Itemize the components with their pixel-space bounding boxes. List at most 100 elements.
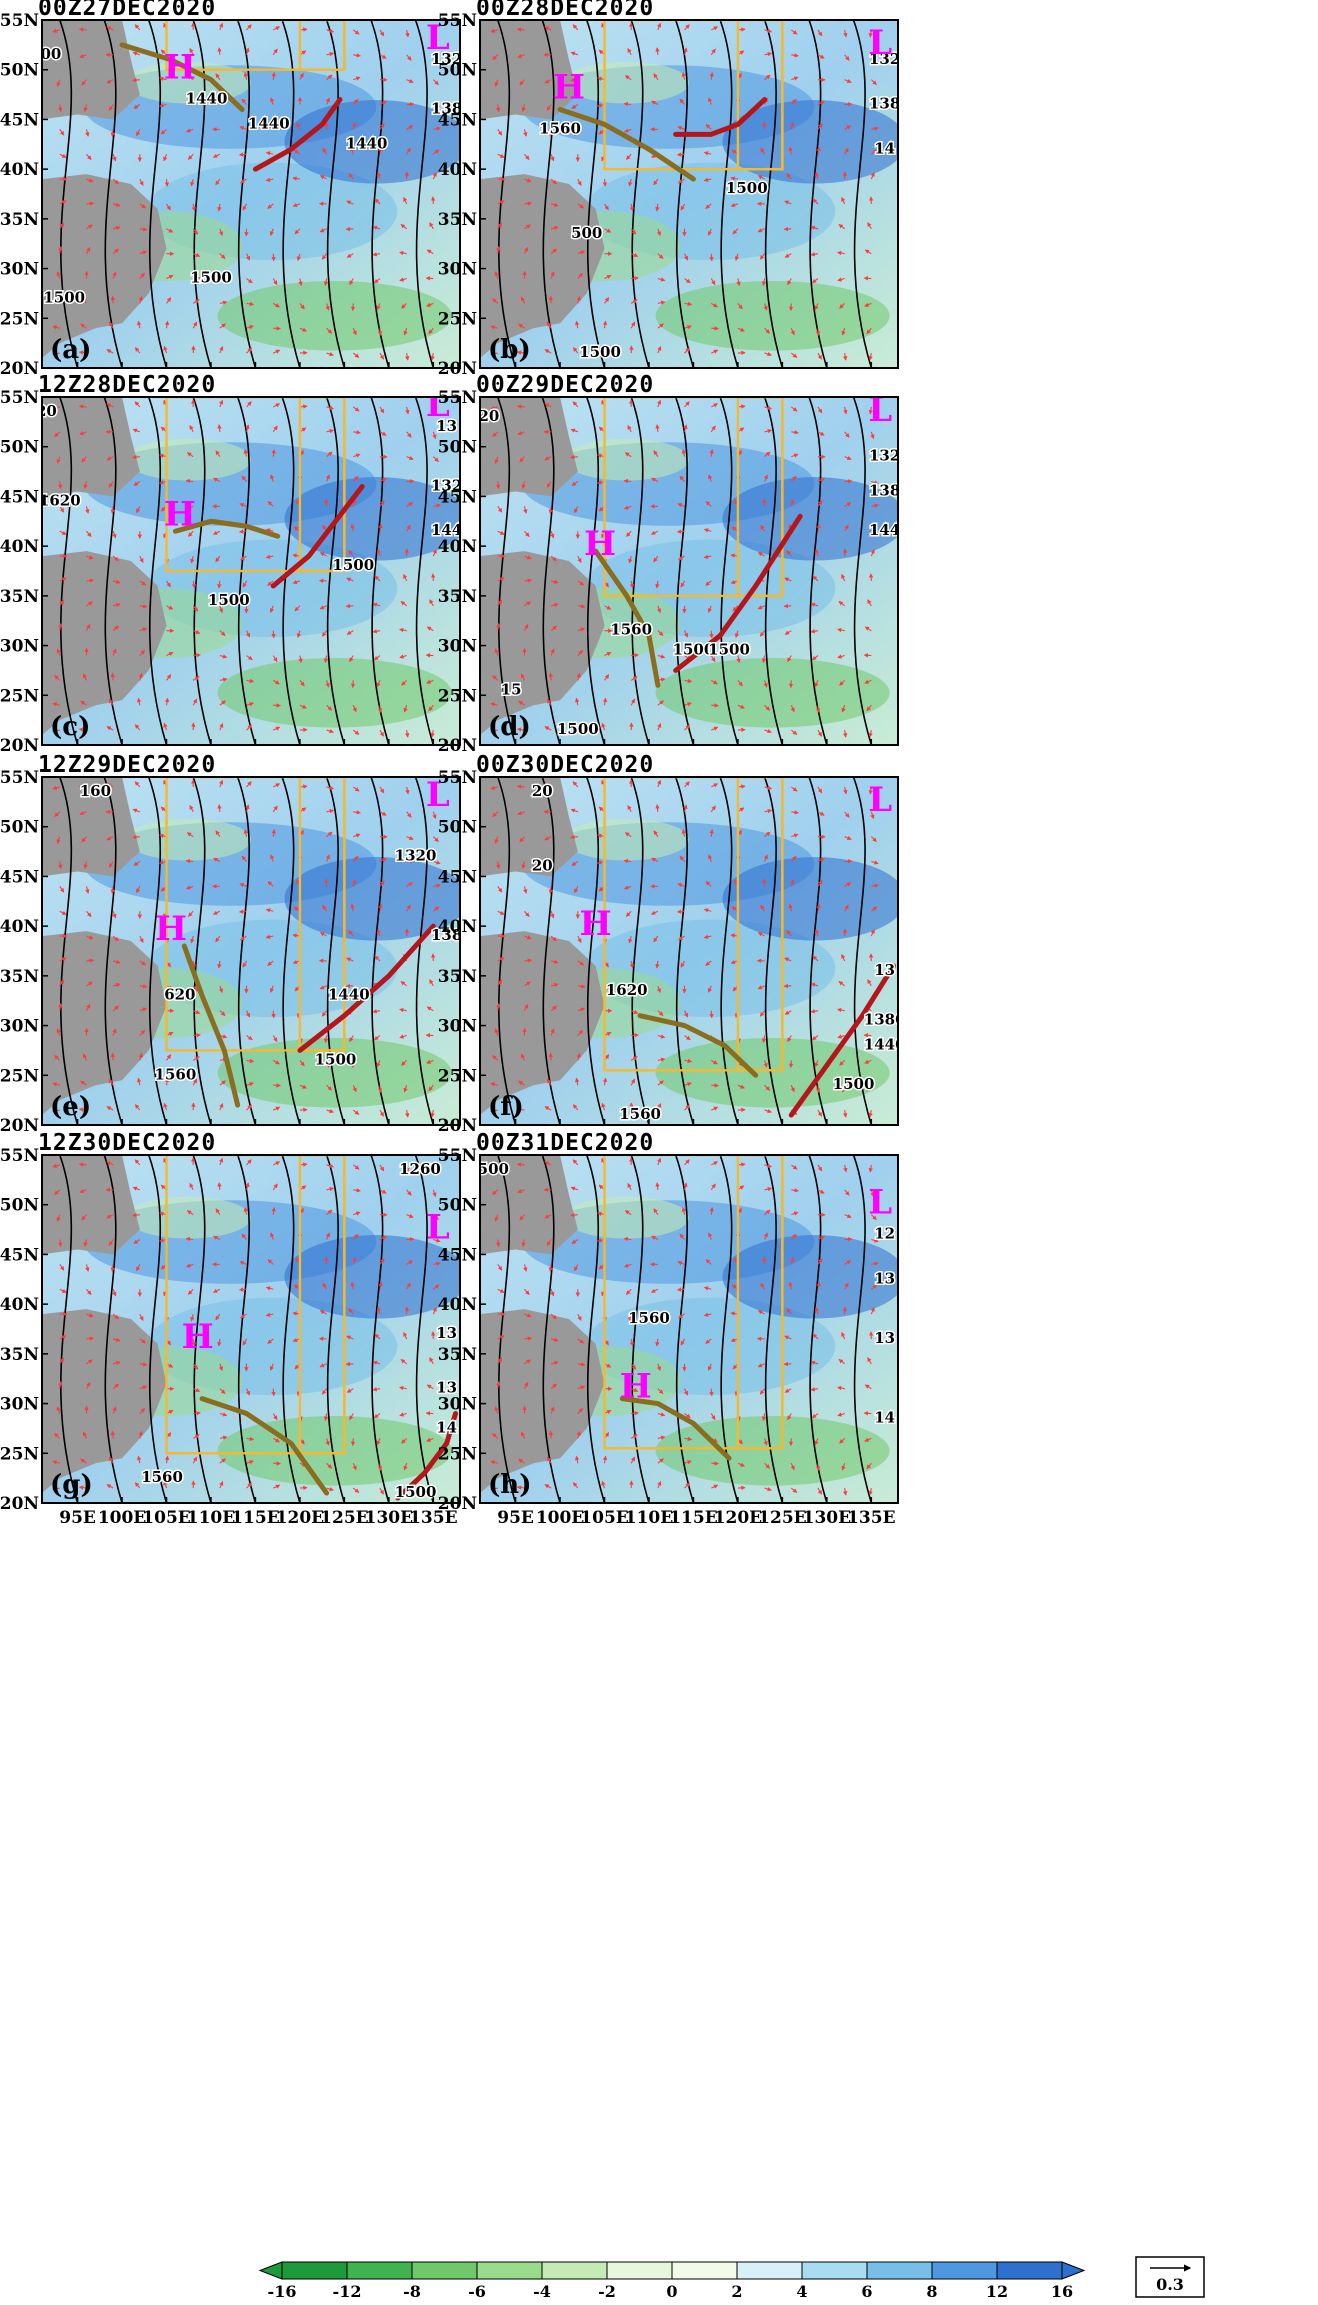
wind-vector	[497, 599, 503, 607]
wind-vector	[79, 430, 87, 436]
wind-vector	[577, 178, 582, 186]
y-tick-label: 40N	[438, 1295, 477, 1315]
wind-vector	[217, 47, 222, 55]
wind-vector	[352, 328, 357, 336]
contour-line	[370, 20, 390, 368]
contour-label: 1500	[43, 288, 85, 306]
wind-vector	[406, 147, 411, 155]
contour-line	[370, 397, 390, 745]
contour-label: 1500	[315, 1050, 357, 1068]
y-tick-label: 35N	[438, 967, 477, 987]
wind-vector	[321, 253, 328, 260]
map-area: 1620 1560 1500 1380 1440 13 20 20 H L (f)	[480, 777, 898, 1125]
wind-vector	[710, 403, 719, 408]
wind-vector	[784, 577, 792, 582]
wind-vector	[625, 153, 632, 160]
wind-vector	[52, 728, 60, 733]
wind-vector	[764, 51, 773, 57]
wind-vector	[684, 347, 690, 354]
wind-vector	[219, 399, 224, 408]
wind-vector	[628, 178, 633, 187]
colorbar-tick-label: -8	[403, 2282, 421, 2301]
wind-vector	[843, 352, 848, 361]
wind-vector	[428, 704, 434, 712]
wind-vector	[627, 47, 632, 56]
wind-vector	[349, 278, 354, 286]
wind-vector	[106, 403, 114, 408]
y-tick-label: 20N	[438, 736, 477, 756]
wind-vector	[238, 909, 247, 914]
wind-vector	[80, 323, 87, 329]
wind-vector	[432, 54, 437, 63]
wind-vector	[790, 121, 795, 130]
wind-vector	[604, 274, 612, 280]
contour-line	[852, 397, 873, 745]
wind-vector	[319, 552, 327, 557]
wind-vector	[550, 555, 557, 562]
wind-vector	[272, 48, 278, 56]
wind-vector	[213, 477, 221, 482]
wind-vector	[372, 602, 381, 607]
wind-vector	[684, 278, 691, 284]
y-tick-label: 25N	[0, 1444, 39, 1464]
shading-blob	[284, 477, 460, 561]
y-tick-label: 50N	[438, 61, 477, 81]
contour-label: 132	[869, 50, 900, 68]
y-tick-label: 35N	[0, 587, 39, 607]
panel-frame	[479, 19, 899, 369]
wind-vector	[379, 123, 385, 130]
wind-vector	[623, 101, 632, 107]
contour-label: 20	[532, 856, 553, 874]
wind-vector	[212, 530, 221, 535]
contour-label: 15	[501, 680, 522, 698]
analysis-box	[298, 20, 346, 71]
wind-vector	[219, 630, 226, 636]
y-tick-label: 40N	[438, 160, 477, 180]
wind-vector	[112, 625, 120, 632]
wind-vector	[112, 178, 119, 185]
wind-vector	[400, 224, 407, 230]
wind-vector	[870, 79, 877, 86]
wind-vector	[159, 76, 167, 81]
wind-vector	[406, 54, 412, 61]
wind-vector	[494, 271, 499, 279]
contour-line	[541, 20, 561, 368]
wind-vector	[193, 653, 201, 658]
wind-vector	[325, 680, 330, 688]
wind-vector	[844, 78, 852, 83]
wind-vector	[516, 404, 525, 409]
wind-vector	[811, 278, 819, 284]
y-tick-label: 45N	[0, 487, 39, 507]
wind-vector	[763, 680, 768, 688]
panel-a: 1440 1440 1440 1500 1500 00 132 138 H L (a) 00Z27DE…	[0, 0, 461, 379]
wind-vector	[379, 352, 384, 360]
wind-vector	[326, 327, 333, 334]
wind-vector	[299, 680, 305, 687]
wind-vector	[577, 649, 584, 656]
wind-vector	[577, 627, 586, 632]
vector-reference-legend: 0.3	[1135, 2256, 1205, 2298]
wind-vector	[238, 152, 247, 157]
wind-vector	[399, 654, 407, 659]
wind-vector	[192, 698, 198, 706]
wind-vector	[524, 224, 531, 230]
y-tick-label: 45N	[438, 1245, 477, 1265]
wind-vector	[490, 351, 498, 356]
wind-vector	[403, 196, 408, 205]
wind-vector	[551, 602, 559, 608]
wind-vector	[185, 505, 194, 510]
wind-vector	[676, 1287, 685, 1292]
wind-vector	[52, 28, 60, 33]
wind-vector	[138, 672, 143, 681]
x-tick-label: 125E	[320, 1508, 368, 1528]
wind-vector	[113, 579, 121, 584]
wind-vector	[870, 54, 875, 63]
wind-vector	[379, 54, 387, 59]
wind-vector	[110, 295, 116, 304]
colorbar-extend-low	[258, 2261, 283, 2280]
contour-label: 13	[436, 1324, 457, 1342]
wind-vector	[520, 296, 525, 304]
wind-vector	[839, 302, 846, 309]
wind-vector	[629, 580, 635, 589]
wind-vector	[269, 228, 274, 236]
